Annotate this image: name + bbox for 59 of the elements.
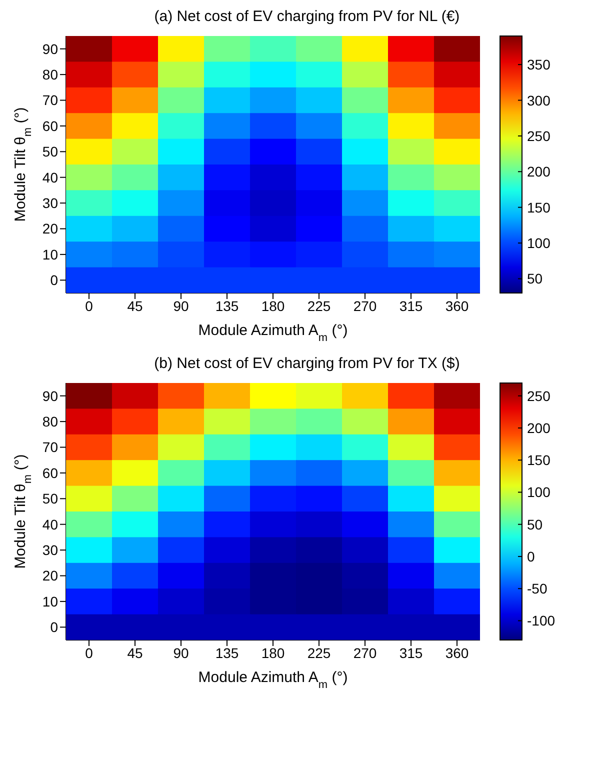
x-tick-label: 270 bbox=[353, 298, 377, 314]
y-tick-label: 80 bbox=[42, 66, 58, 83]
color-bar-label: -50 bbox=[527, 580, 548, 597]
colorbar: -100 -50 0 50 100 150 200 250 bbox=[492, 375, 582, 665]
colorbar: 50 100 150 200 250 300 350 bbox=[492, 28, 582, 318]
color-bar-label: 200 bbox=[527, 164, 551, 180]
color-bar-label: 100 bbox=[527, 235, 551, 252]
color-bar-label: 350 bbox=[527, 56, 551, 73]
x-tick-label: 225 bbox=[307, 298, 331, 314]
y-tick-label: 10 bbox=[42, 246, 58, 262]
color-bar-label: 250 bbox=[527, 128, 551, 144]
y-tick-label: 90 bbox=[42, 388, 58, 404]
y-tick-label: 80 bbox=[42, 414, 58, 430]
x-tick-label: 135 bbox=[215, 298, 239, 314]
x-tick-label: 135 bbox=[215, 644, 239, 661]
y-tick-label: 0 bbox=[50, 272, 58, 288]
chart-title: (b) Net cost of EV charging from PV for TX ($) bbox=[153, 355, 461, 374]
x-tick-label: 0 bbox=[85, 644, 94, 661]
color-bar-label: -100 bbox=[527, 612, 556, 629]
y-tick-label: 0 bbox=[50, 619, 58, 636]
y-tick-label: 30 bbox=[42, 195, 58, 212]
y-tick-label: 70 bbox=[42, 92, 58, 108]
x-tick-label: 90 bbox=[173, 644, 189, 661]
x-tick-label: 315 bbox=[399, 644, 423, 661]
y-tick-label: 70 bbox=[42, 439, 58, 456]
color-bar-label: 150 bbox=[527, 452, 551, 468]
x-tick-label: 90 bbox=[173, 298, 189, 314]
x-tick-label: 315 bbox=[399, 298, 423, 314]
y-tick-label: 40 bbox=[42, 169, 58, 186]
color-bar-label: 50 bbox=[527, 270, 543, 287]
y-tick-label: 10 bbox=[42, 593, 58, 610]
color-bar-label: 150 bbox=[527, 199, 551, 216]
color-bar-label: 100 bbox=[527, 484, 551, 500]
y-tick-label: 60 bbox=[42, 464, 58, 481]
color-bar-label: 250 bbox=[527, 388, 551, 404]
x-tick-label: 180 bbox=[261, 298, 285, 314]
y-tick-label: 40 bbox=[42, 516, 58, 532]
y-tick-label: 50 bbox=[42, 144, 58, 160]
color-bar-label: 200 bbox=[527, 420, 551, 436]
x-tick-label: 45 bbox=[127, 644, 143, 661]
x-tick-label: 270 bbox=[353, 644, 377, 661]
y-tick-label: 90 bbox=[42, 40, 58, 57]
color-bar-label: 300 bbox=[527, 92, 551, 108]
y-tick-label: 20 bbox=[42, 220, 58, 237]
y-tick-label: 60 bbox=[42, 118, 58, 134]
x-tick-label: 360 bbox=[445, 644, 469, 661]
x-tick-label: 0 bbox=[85, 298, 94, 314]
x-tick-label: 360 bbox=[445, 298, 469, 314]
color-bar-label: 0 bbox=[527, 548, 535, 564]
chart-title: (a) Net cost of EV charging from PV for NL (€) bbox=[153, 8, 461, 27]
x-tick-label: 225 bbox=[307, 644, 331, 661]
y-tick-label: 30 bbox=[42, 542, 58, 558]
color-bar-label: 50 bbox=[527, 516, 543, 532]
y-tick-label: 50 bbox=[42, 490, 58, 507]
x-axis-title: Module Azimuth A$_{m}$ (°) bbox=[198, 669, 348, 691]
x-axis-title: Module Azimuth A$_{m}$ (°) bbox=[198, 322, 348, 344]
x-tick-label: 180 bbox=[261, 644, 285, 661]
y-tick-label: 20 bbox=[42, 568, 58, 584]
x-tick-label: 45 bbox=[127, 298, 143, 314]
